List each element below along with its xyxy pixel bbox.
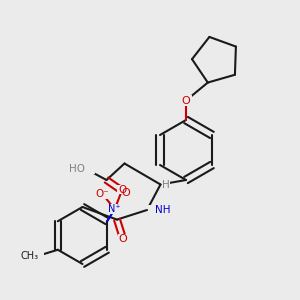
Text: N⁺: N⁺ — [108, 204, 121, 214]
Text: O: O — [182, 95, 190, 106]
Text: O⁻: O⁻ — [96, 189, 110, 199]
FancyBboxPatch shape — [117, 185, 128, 194]
Text: O: O — [118, 233, 127, 244]
Text: NH: NH — [154, 205, 170, 215]
FancyBboxPatch shape — [180, 95, 192, 106]
FancyBboxPatch shape — [154, 179, 169, 190]
Text: HO: HO — [70, 164, 86, 175]
FancyBboxPatch shape — [136, 205, 158, 215]
FancyBboxPatch shape — [118, 234, 128, 243]
FancyBboxPatch shape — [121, 189, 131, 198]
Text: O: O — [122, 188, 130, 199]
FancyBboxPatch shape — [32, 251, 44, 260]
Text: CH₃: CH₃ — [20, 251, 38, 261]
Text: O: O — [118, 185, 126, 195]
FancyBboxPatch shape — [76, 165, 94, 174]
Text: H: H — [162, 179, 170, 190]
FancyBboxPatch shape — [96, 190, 109, 199]
FancyBboxPatch shape — [107, 205, 122, 214]
